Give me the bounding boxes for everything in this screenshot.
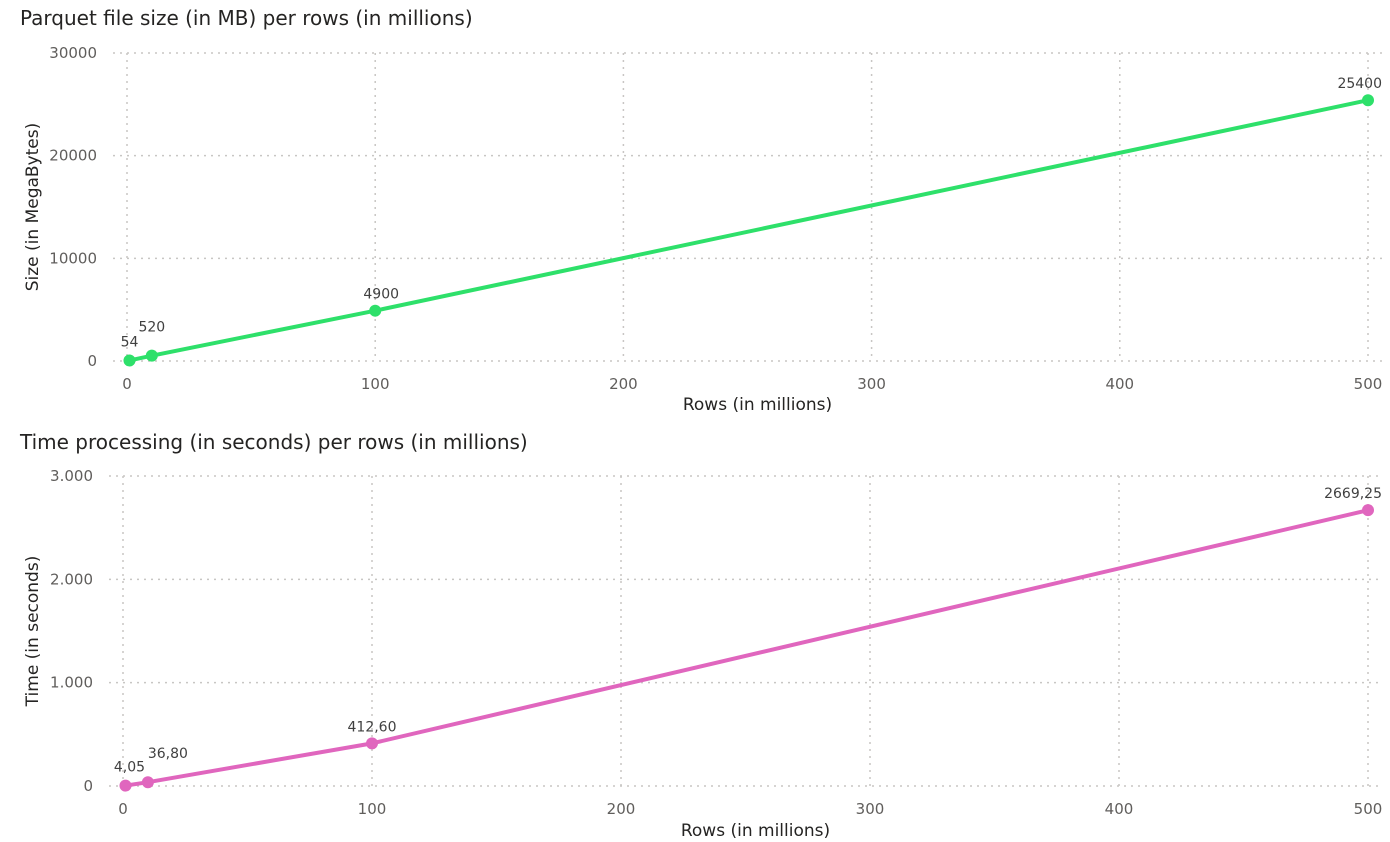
- x-tick-label: 400: [1105, 800, 1134, 818]
- chart-title: Parquet file size (in MB) per rows (in m…: [20, 6, 473, 30]
- x-tick-label: 300: [856, 800, 885, 818]
- x-tick-label: 200: [609, 375, 638, 393]
- chart-title: Time processing (in seconds) per rows (i…: [20, 430, 528, 454]
- x-tick-label: 500: [1354, 375, 1383, 393]
- y-axis-title: Time (in seconds): [23, 556, 43, 708]
- y-tick-label: 20000: [49, 147, 97, 165]
- x-axis-title: Rows (in millions): [681, 821, 830, 841]
- time-processing-chart-plot: 0 1.000 2.000 3.000 0 100 200 300 400 500 Rows (in…: [23, 467, 1383, 841]
- file-size-chart: Parquet file size (in MB) per rows (in m…: [20, 6, 1383, 415]
- y-tick-label: 0: [87, 352, 97, 370]
- data-point[interactable]: [1362, 94, 1374, 107]
- x-tick-label: 100: [358, 800, 387, 818]
- data-label: 54: [121, 334, 139, 350]
- y-axis-title: Size (in MegaBytes): [23, 123, 43, 292]
- x-axis-title: Rows (in millions): [683, 395, 832, 415]
- x-tick-label: 0: [122, 375, 132, 393]
- data-label: 4900: [363, 287, 399, 303]
- data-point[interactable]: [141, 776, 154, 789]
- y-tick-label: 30000: [49, 44, 97, 62]
- y-tick-label: 0: [83, 777, 93, 795]
- data-point[interactable]: [145, 349, 158, 362]
- y-tick-label: 2.000: [50, 570, 93, 588]
- data-point[interactable]: [119, 779, 132, 792]
- data-label: 412,60: [348, 719, 397, 735]
- x-tick-label: 0: [118, 800, 128, 818]
- data-label: 25400: [1337, 76, 1382, 92]
- y-tick-label: 10000: [49, 249, 97, 267]
- series-line: [127, 98, 1370, 363]
- y-tick-label: 3.000: [50, 467, 93, 485]
- x-tick-label: 500: [1354, 800, 1383, 818]
- data-point[interactable]: [123, 354, 136, 367]
- x-tick-label: 200: [607, 800, 636, 818]
- x-tick-label: 400: [1105, 375, 1134, 393]
- data-label: 520: [138, 320, 165, 336]
- data-label: 4,05: [114, 760, 145, 776]
- x-tick-label: 300: [857, 375, 886, 393]
- data-point[interactable]: [369, 304, 382, 317]
- series-line: [123, 508, 1370, 788]
- data-label: 36,80: [148, 746, 188, 762]
- data-point[interactable]: [1362, 504, 1374, 517]
- x-tick-label: 100: [361, 375, 390, 393]
- time-processing-chart: Time processing (in seconds) per rows (i…: [0, 424, 1390, 842]
- data-label: 2669,25: [1324, 486, 1382, 502]
- file-size-chart-plot: 0 10000 20000 30000 0 100 200 300 400 500 Rows (in…: [23, 44, 1383, 415]
- data-point[interactable]: [366, 737, 378, 750]
- y-tick-label: 1.000: [50, 674, 93, 692]
